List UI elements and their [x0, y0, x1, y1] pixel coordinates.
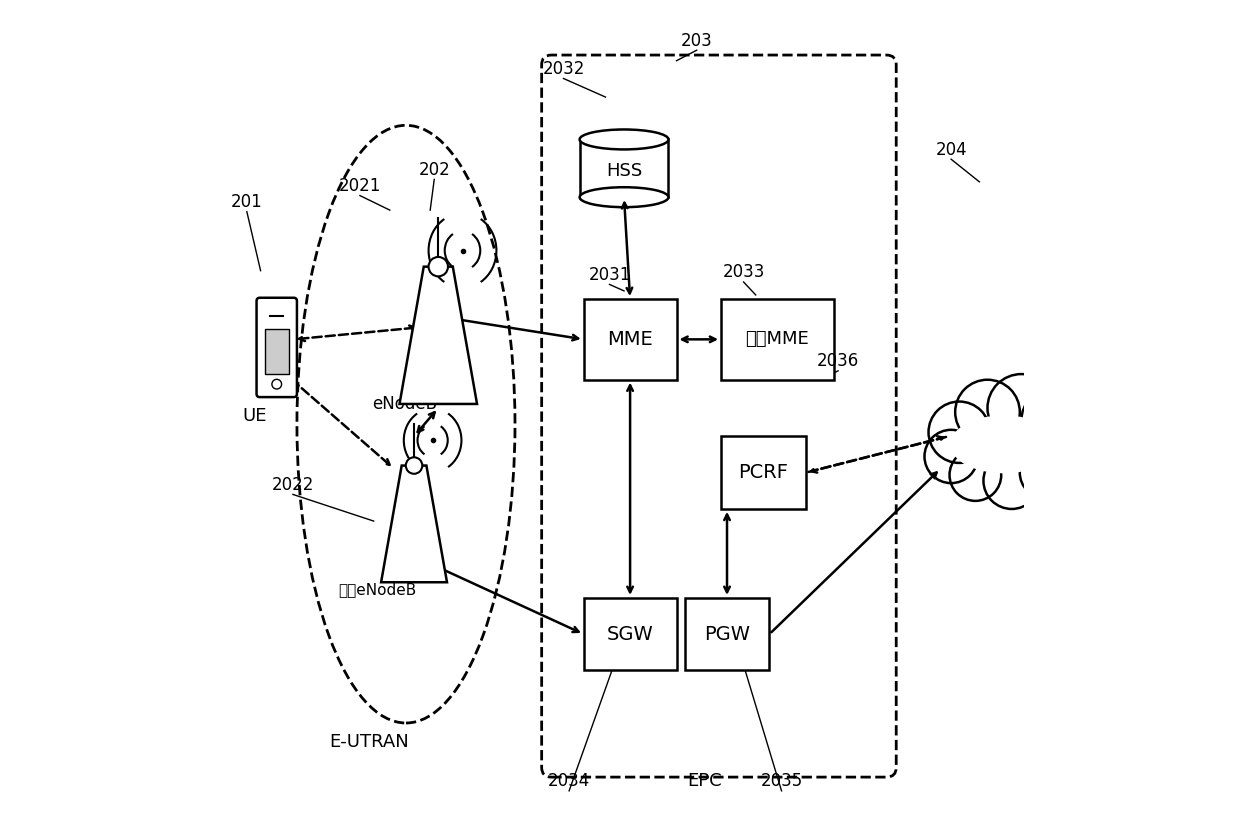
Circle shape: [950, 449, 1001, 501]
Text: HSS: HSS: [606, 162, 642, 180]
Text: 203: 203: [681, 32, 713, 50]
Text: MME: MME: [608, 330, 653, 349]
Bar: [579, 140, 668, 197]
Circle shape: [1035, 420, 1092, 477]
Circle shape: [429, 257, 448, 277]
Ellipse shape: [296, 126, 515, 723]
Text: 2036: 2036: [817, 353, 859, 370]
Circle shape: [929, 401, 990, 463]
FancyBboxPatch shape: [257, 298, 296, 397]
Bar: [684, 598, 769, 671]
Text: 2021: 2021: [339, 177, 381, 195]
Bar: [584, 299, 677, 379]
Text: 其它MME: 其它MME: [745, 330, 810, 348]
Circle shape: [987, 374, 1055, 442]
Circle shape: [1019, 447, 1071, 499]
Circle shape: [925, 430, 978, 483]
Ellipse shape: [579, 187, 668, 207]
Text: 2034: 2034: [548, 772, 590, 790]
Text: 其它eNodeB: 其它eNodeB: [339, 583, 417, 597]
Circle shape: [405, 457, 423, 474]
Circle shape: [1022, 389, 1083, 450]
Text: EPC: EPC: [687, 772, 722, 790]
Text: 2033: 2033: [723, 264, 765, 282]
Text: 2022: 2022: [272, 476, 314, 494]
Bar: [720, 437, 806, 509]
Polygon shape: [381, 466, 446, 583]
Bar: [264, 329, 289, 374]
Text: 201: 201: [231, 193, 263, 211]
Ellipse shape: [951, 416, 1056, 472]
Text: 202: 202: [418, 161, 450, 179]
Text: PCRF: PCRF: [738, 463, 789, 482]
Text: 2035: 2035: [760, 772, 802, 790]
Text: 2032: 2032: [542, 60, 584, 78]
Circle shape: [955, 379, 1019, 445]
FancyBboxPatch shape: [542, 55, 897, 777]
Circle shape: [983, 452, 1040, 509]
Ellipse shape: [579, 130, 668, 149]
Text: 2031: 2031: [588, 266, 631, 284]
Text: 204: 204: [935, 140, 967, 158]
Polygon shape: [399, 267, 477, 404]
Text: E-UTRAN: E-UTRAN: [330, 733, 409, 751]
Text: SGW: SGW: [606, 624, 653, 644]
Text: IP业务: IP业务: [983, 435, 1024, 454]
Text: UE: UE: [243, 407, 268, 425]
Text: PGW: PGW: [704, 624, 750, 644]
Bar: [584, 598, 677, 671]
Bar: [720, 299, 835, 379]
Text: eNodeB: eNodeB: [372, 395, 436, 413]
Circle shape: [272, 379, 281, 389]
